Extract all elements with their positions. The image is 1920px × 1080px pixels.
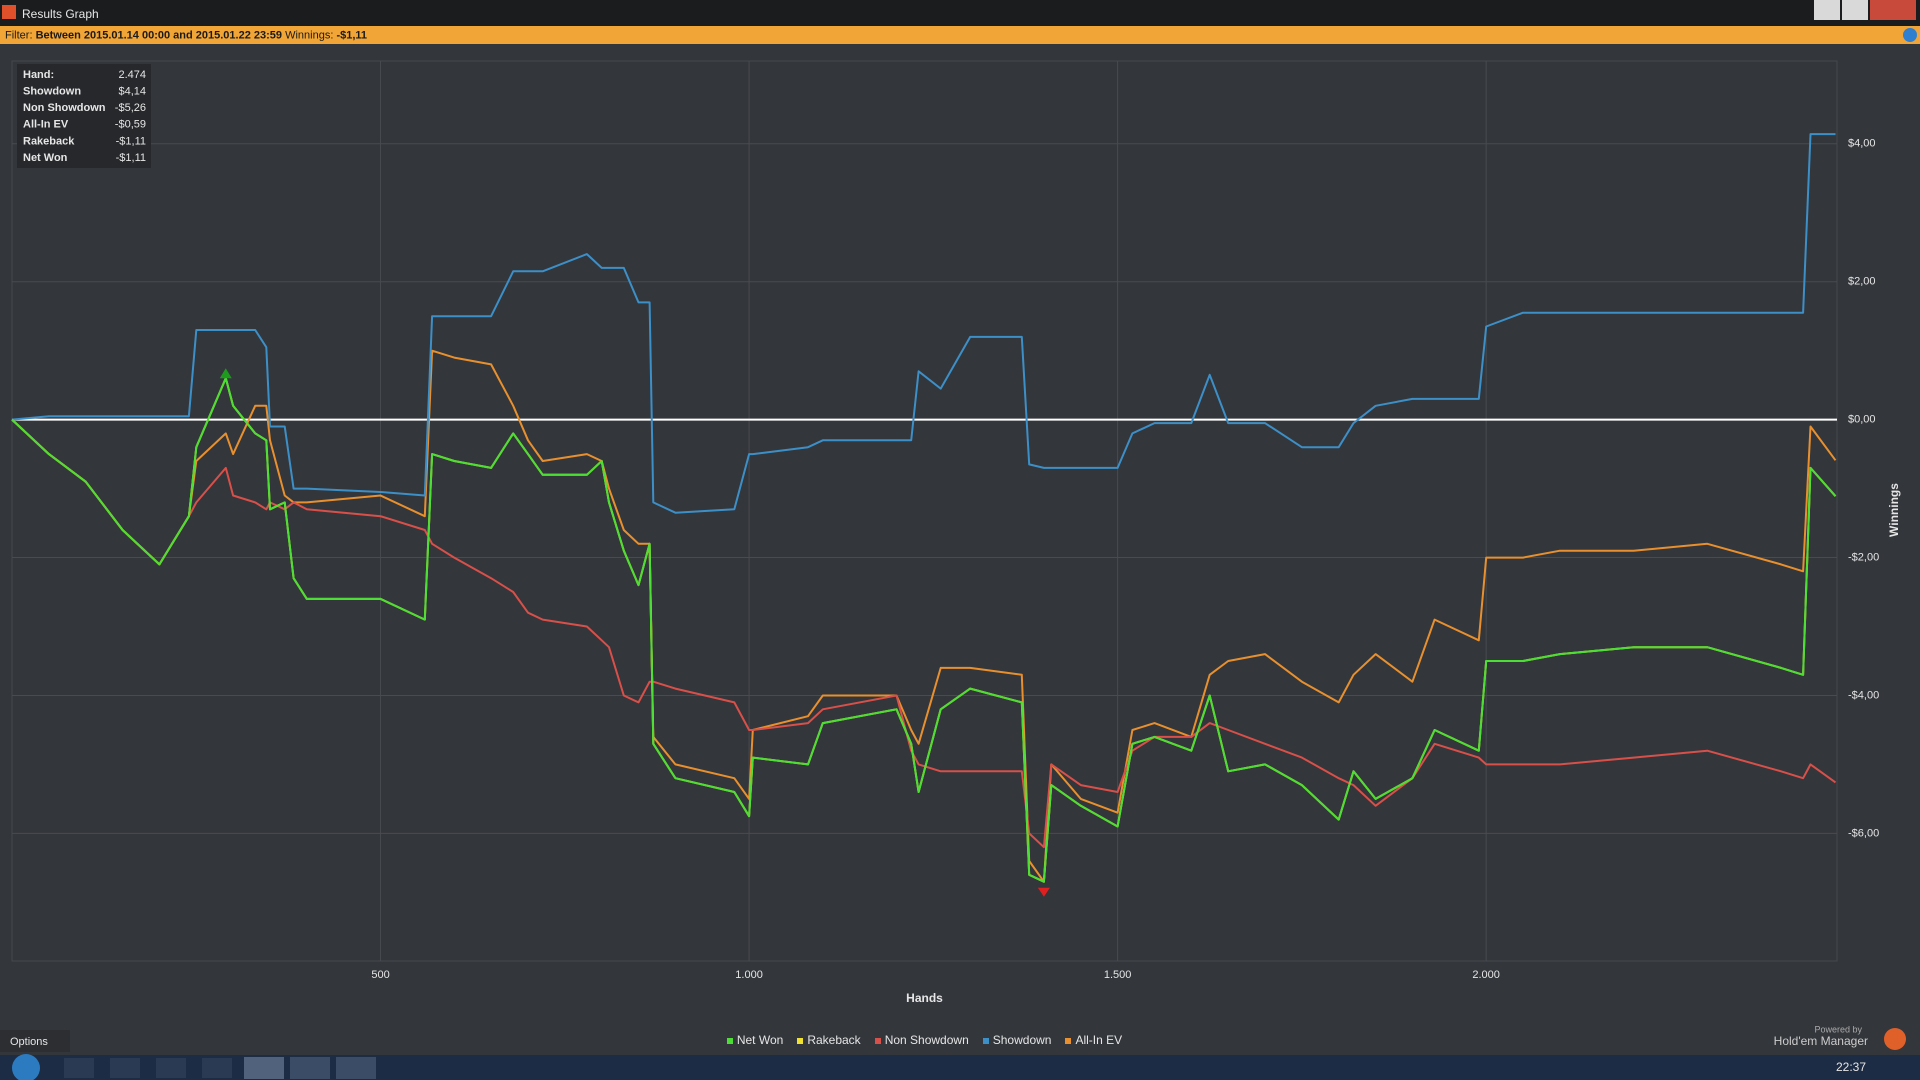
info-label: Non Showdown [23, 102, 106, 114]
series-line [11, 418, 1837, 849]
y-tick-label: $0,00 [1848, 414, 1876, 426]
legend-label: Non Showdown [884, 1033, 969, 1047]
taskbar-icon[interactable] [202, 1058, 232, 1078]
x-tick-label: 2.000 [1472, 969, 1500, 981]
series-line [11, 133, 1836, 514]
y-tick-label: $2,00 [1848, 276, 1876, 288]
legend-item[interactable]: Showdown [982, 1033, 1052, 1047]
start-button[interactable] [12, 1054, 40, 1080]
x-tick-label: 500 [371, 969, 389, 981]
filter-range: Between 2015.01.14 00:00 and 2015.01.22 … [36, 29, 282, 41]
info-label: Hand: [23, 69, 54, 81]
legend-swatch [874, 1037, 881, 1044]
series-line [11, 377, 1837, 883]
filter-text: Filter: Between 2015.01.14 00:00 and 201… [5, 29, 367, 41]
options-label[interactable]: Options [10, 1036, 48, 1048]
min-marker [1037, 887, 1050, 897]
info-label: Rakeback [23, 135, 75, 147]
taskbar-icon[interactable] [244, 1057, 284, 1079]
legend-label: Rakeback [807, 1033, 861, 1047]
info-label: Showdown [23, 86, 81, 98]
window-title: Results Graph [22, 7, 99, 21]
taskbar-icon[interactable] [290, 1057, 330, 1079]
taskbar-icon[interactable] [110, 1058, 140, 1078]
legend-item[interactable]: All-In EV [1065, 1033, 1122, 1047]
legend-label: All-In EV [1075, 1033, 1123, 1047]
help-button[interactable] [1903, 28, 1917, 42]
info-label: Net Won [23, 152, 68, 164]
taskbar-icon[interactable] [64, 1058, 94, 1078]
info-value: -$5,26 [115, 102, 146, 114]
legend-label: Showdown [992, 1033, 1052, 1047]
brand-logo [1884, 1028, 1906, 1050]
taskbar [0, 1055, 1920, 1080]
max-marker [219, 368, 232, 379]
legend-item[interactable]: Rakeback [797, 1033, 861, 1047]
maximize-button[interactable] [1842, 0, 1868, 20]
x-tick-label: 1.500 [1104, 969, 1132, 981]
title-bar [0, 0, 1920, 26]
y-axis-title: Winnings [1887, 483, 1901, 537]
legend-item[interactable]: Non Showdown [874, 1033, 969, 1047]
minimize-button[interactable] [1814, 0, 1840, 20]
info-value: $4,14 [118, 86, 146, 98]
info-value: -$1,11 [116, 135, 146, 147]
info-label: All-In EV [23, 119, 69, 131]
y-tick-label: -$4,00 [1848, 689, 1879, 701]
info-value: -$0,59 [115, 119, 146, 131]
y-tick-label: -$2,00 [1848, 551, 1879, 563]
legend-swatch [1065, 1037, 1072, 1044]
x-axis-title: Hands [906, 991, 943, 1005]
winnings-label: Winnings: [285, 29, 333, 41]
powered-by: Powered by [1814, 1024, 1862, 1034]
close-button[interactable] [1870, 0, 1916, 20]
clock: 22:37 [1836, 1060, 1866, 1074]
series-line [11, 349, 1837, 883]
info-box [17, 64, 151, 168]
y-tick-label: -$6,00 [1848, 827, 1879, 839]
y-tick-label: $4,00 [1848, 138, 1876, 150]
legend-swatch [726, 1037, 733, 1044]
legend-label: Net Won [736, 1033, 784, 1047]
taskbar-icon[interactable] [336, 1057, 376, 1079]
taskbar-icon[interactable] [156, 1058, 186, 1078]
app-icon [2, 5, 16, 19]
info-value: -$1,11 [116, 152, 146, 164]
legend-item[interactable]: Net Won [726, 1033, 784, 1047]
filter-label: Filter: [5, 29, 33, 41]
brand: Hold'em Manager [1774, 1034, 1868, 1048]
legend: Net Won Rakeback Non Showdown Showdown All-I… [12, 1033, 1837, 1047]
options-button[interactable] [0, 1030, 70, 1052]
legend-swatch [982, 1037, 989, 1044]
info-value: 2.474 [118, 69, 146, 81]
filter-bar [0, 26, 1920, 44]
x-tick-label: 1.000 [735, 969, 763, 981]
legend-swatch [797, 1037, 804, 1044]
winnings-value: -$1,11 [336, 29, 367, 41]
